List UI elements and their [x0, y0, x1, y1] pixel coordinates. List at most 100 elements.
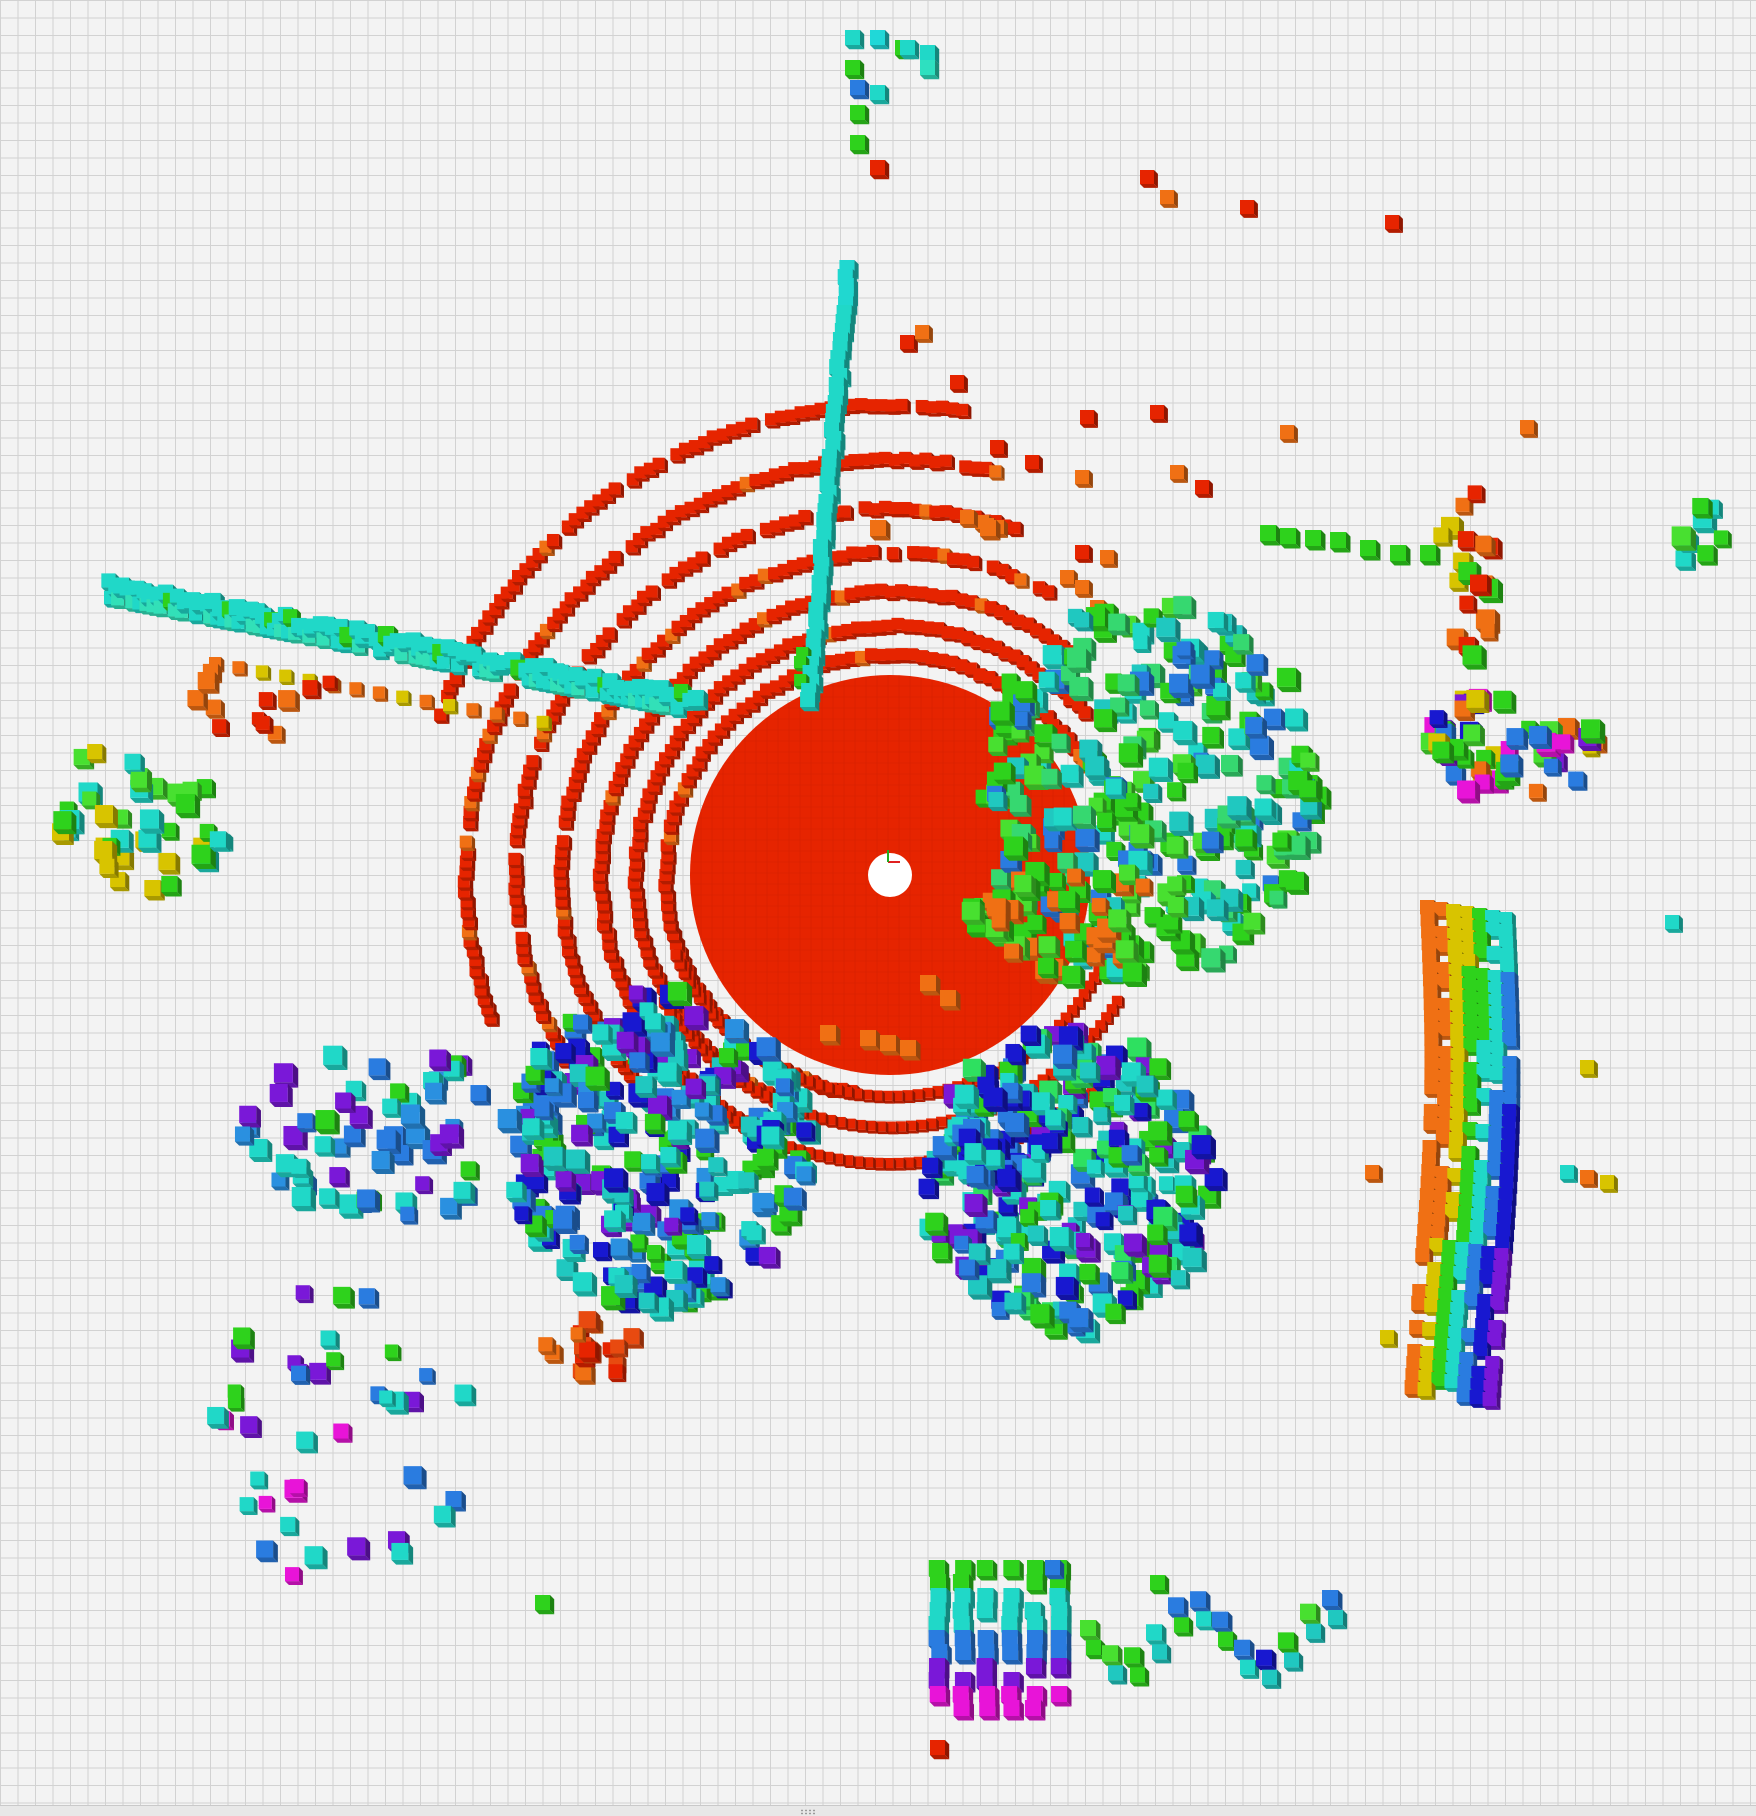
- voxel: [1520, 420, 1538, 438]
- voxel: [980, 520, 1001, 541]
- voxel: [1014, 875, 1037, 897]
- voxel: [1467, 485, 1486, 504]
- voxel: [1058, 890, 1080, 913]
- voxel: [1555, 734, 1575, 754]
- voxel: [503, 683, 519, 699]
- voxel: [1003, 1560, 1024, 1581]
- voxel: [796, 1122, 816, 1142]
- voxel: [1234, 1639, 1255, 1661]
- voxel: [893, 1157, 907, 1171]
- voxel: [990, 440, 1008, 458]
- voxel: [775, 1078, 794, 1097]
- voxel: [678, 967, 692, 981]
- voxel: [1580, 719, 1606, 744]
- voxel: [1008, 521, 1024, 538]
- voxel: [759, 1090, 773, 1104]
- voxel: [1121, 1145, 1143, 1166]
- voxel: [1085, 756, 1110, 781]
- voxel: [841, 1086, 855, 1100]
- voxel: [1122, 962, 1147, 987]
- voxel: [835, 1116, 849, 1130]
- voxel: [391, 1542, 414, 1565]
- voxel: [553, 1209, 578, 1234]
- voxel: [832, 1084, 845, 1098]
- voxel: [1262, 1669, 1282, 1689]
- voxel: [508, 852, 524, 869]
- voxel: [1182, 1247, 1207, 1273]
- voxel: [610, 1339, 629, 1358]
- voxel: [99, 858, 119, 878]
- voxel: [1482, 1392, 1501, 1410]
- voxel: [1285, 871, 1310, 895]
- voxel: [459, 835, 476, 851]
- voxel: [842, 1155, 856, 1168]
- sensor-origin-hole: [868, 853, 912, 897]
- voxel: [988, 736, 1008, 757]
- voxel: [650, 1032, 676, 1057]
- voxel: [434, 708, 450, 724]
- voxel: [1360, 540, 1381, 561]
- voxel: [886, 547, 903, 563]
- voxel: [918, 1178, 940, 1200]
- voxel: [1328, 1610, 1348, 1630]
- voxel: [1093, 1107, 1112, 1126]
- voxel: [205, 699, 225, 719]
- voxel: [1170, 465, 1188, 483]
- voxel: [1038, 671, 1060, 693]
- voxel: [903, 1157, 917, 1171]
- voxel: [993, 762, 1016, 785]
- voxel: [1178, 1110, 1200, 1132]
- voxel: [1243, 912, 1266, 935]
- voxel: [870, 30, 890, 50]
- voxel: [1133, 635, 1152, 653]
- splitter-bar[interactable]: [0, 1805, 1756, 1816]
- voxel: [572, 1014, 593, 1034]
- voxel: [1128, 850, 1153, 876]
- voxel: [53, 811, 77, 835]
- voxel: [343, 1125, 366, 1148]
- voxel: [638, 1292, 659, 1314]
- voxel: [280, 1516, 300, 1537]
- voxel: [1040, 1199, 1061, 1221]
- voxel: [1173, 596, 1197, 620]
- voxel: [1067, 648, 1092, 673]
- voxel: [1469, 574, 1492, 597]
- voxel: [1568, 771, 1588, 791]
- voxel: [273, 1063, 299, 1088]
- voxel: [1490, 1296, 1509, 1314]
- grip-icon[interactable]: [800, 1809, 816, 1815]
- voxel: [1150, 1575, 1170, 1595]
- voxel: [701, 1212, 720, 1231]
- voxel: [396, 690, 412, 706]
- voxel: [349, 682, 365, 698]
- voxel: [158, 852, 181, 875]
- voxel: [629, 1052, 650, 1073]
- voxel: [608, 1364, 627, 1383]
- voxel: [1245, 716, 1267, 739]
- voxel: [865, 1120, 879, 1134]
- voxel: [1128, 1173, 1148, 1193]
- voxel: [652, 457, 668, 474]
- origin-axes-icon: [887, 850, 900, 863]
- voxel: [1108, 1665, 1128, 1685]
- voxel: [87, 744, 107, 764]
- voxel: [1041, 768, 1062, 790]
- voxel: [1020, 1209, 1039, 1227]
- voxel: [302, 680, 322, 700]
- voxel: [885, 1121, 899, 1135]
- voxel: [139, 809, 165, 834]
- voxel: [852, 1156, 866, 1170]
- voxel: [1143, 783, 1163, 803]
- voxel: [535, 1595, 555, 1615]
- voxel: [940, 990, 961, 1011]
- voxel: [686, 1235, 712, 1260]
- voxel: [1074, 612, 1094, 632]
- voxel: [320, 1330, 340, 1350]
- voxel: [832, 1153, 846, 1167]
- voxel: [443, 699, 459, 715]
- voxel: [608, 550, 624, 567]
- voxel: [1179, 1224, 1202, 1247]
- voxel: [1156, 617, 1181, 643]
- voxel: [838, 505, 855, 521]
